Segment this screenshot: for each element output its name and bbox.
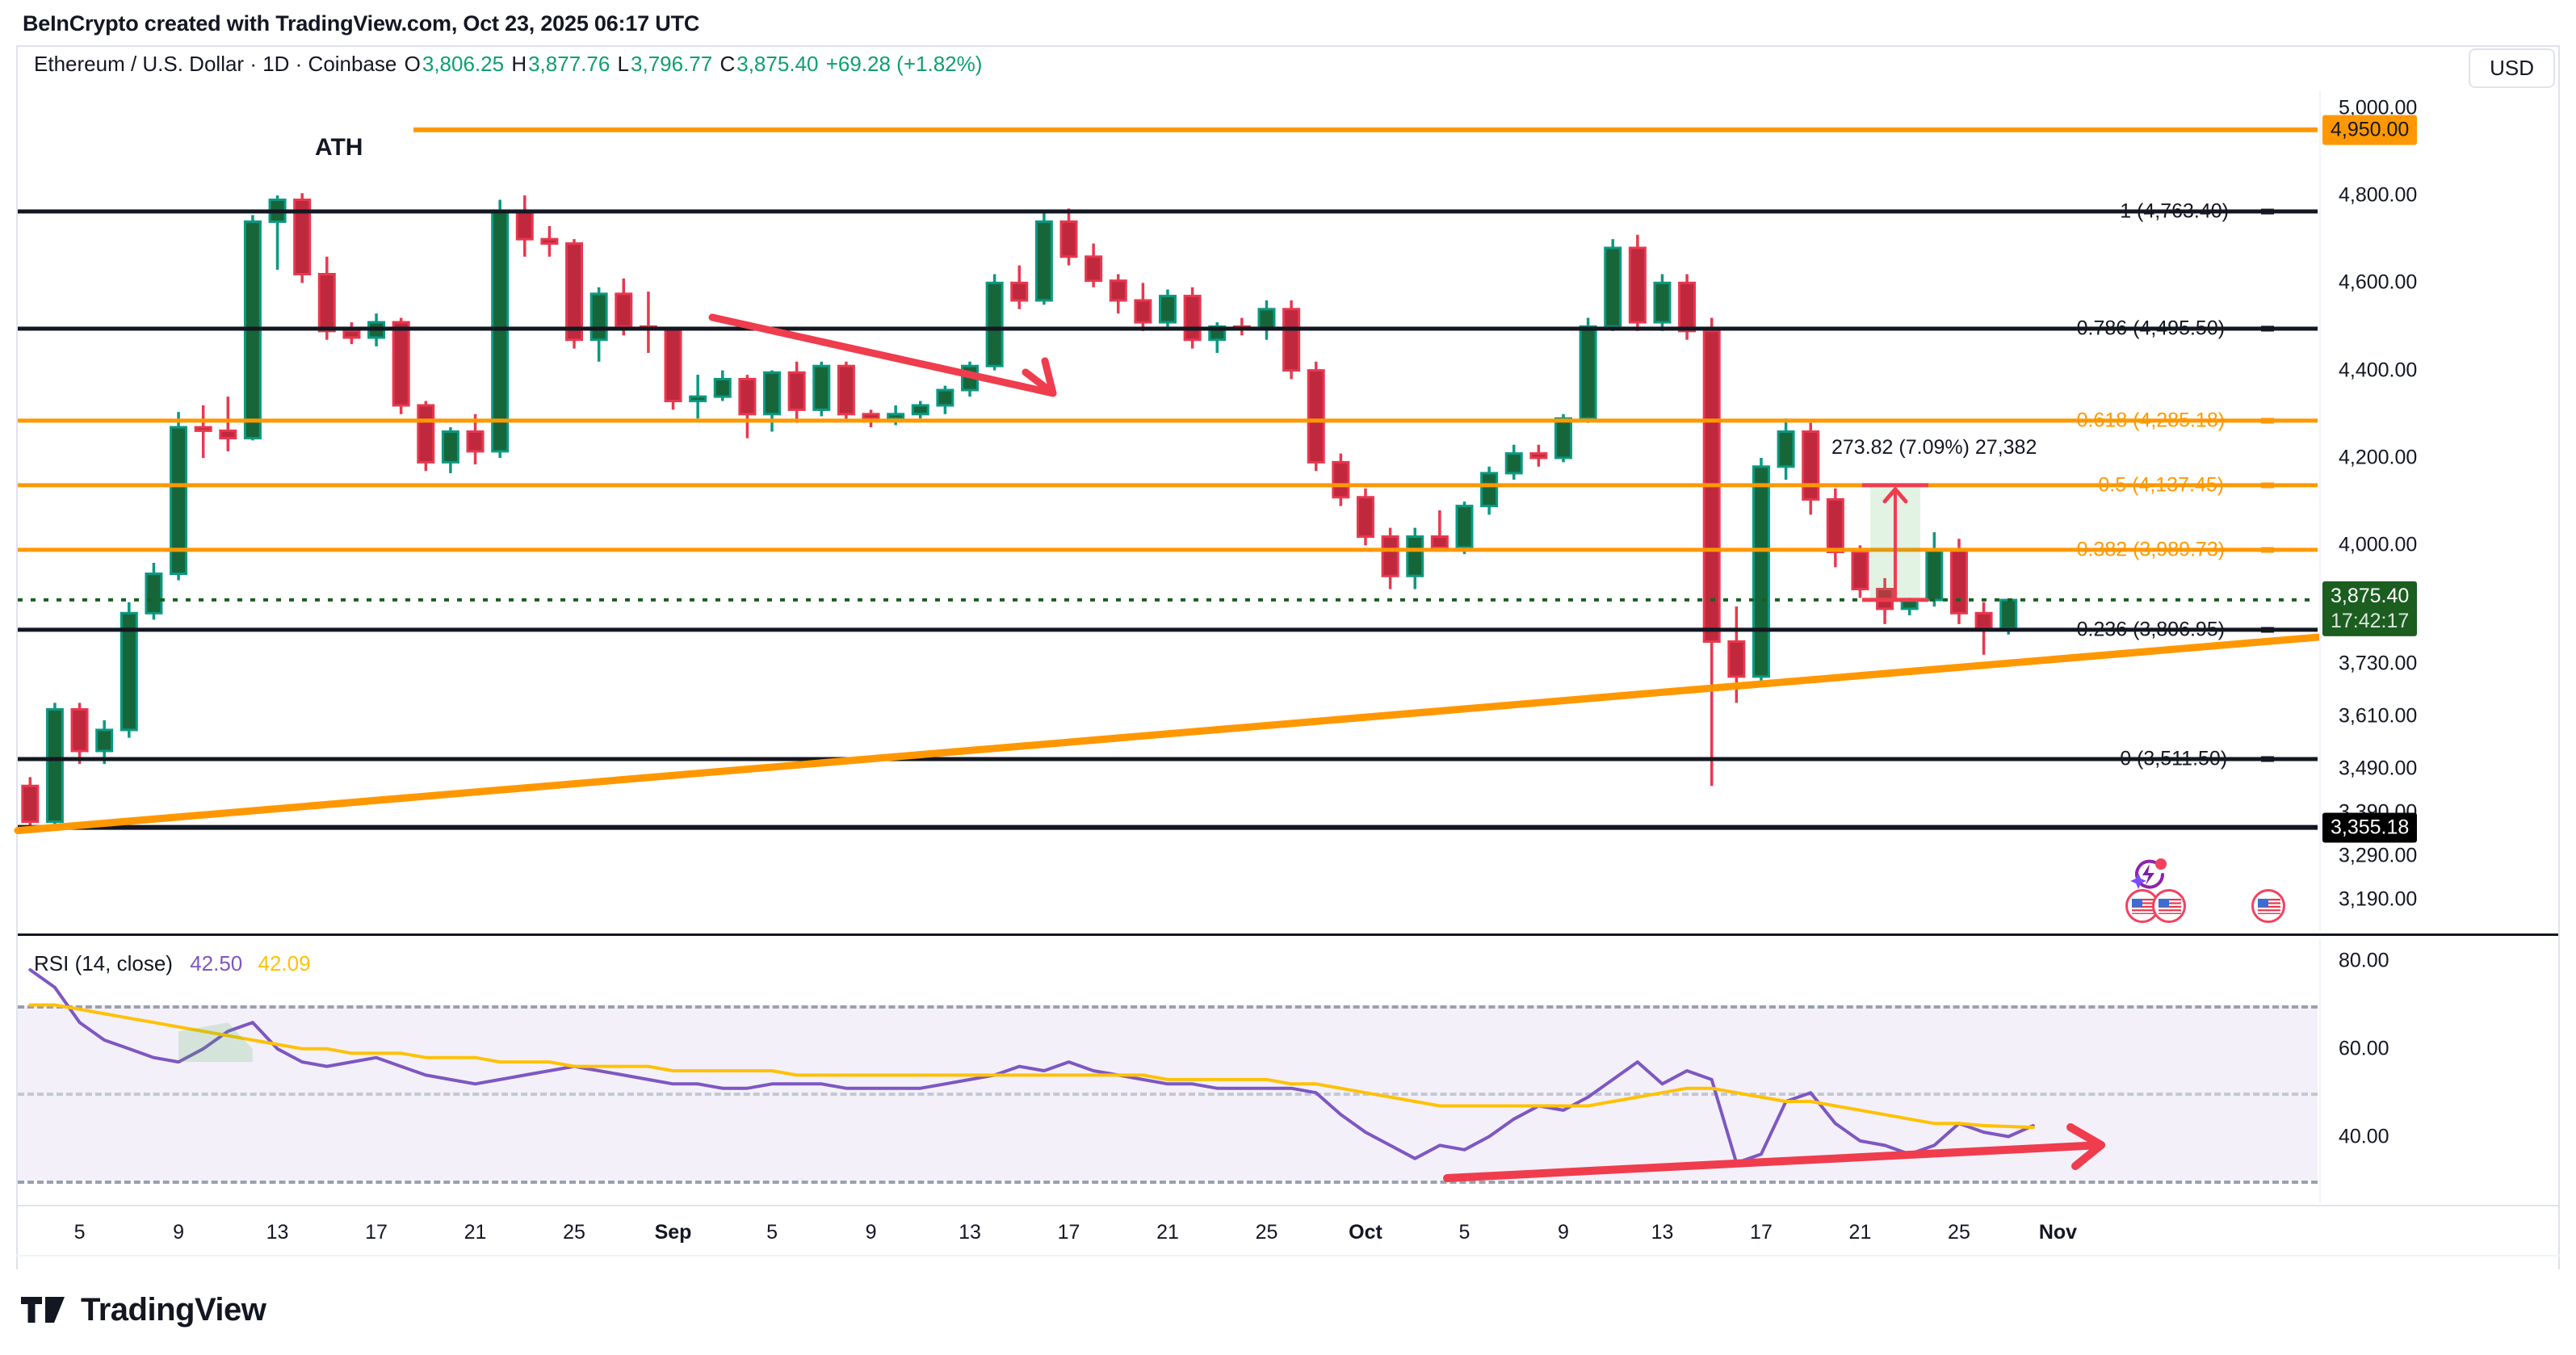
tradingview-wordmark: TradingView bbox=[81, 1292, 266, 1328]
time-tick: Nov bbox=[2038, 1221, 2078, 1244]
price-tick: 3,730.00 bbox=[2339, 652, 2418, 675]
fib-level-label: 0.786 (4,495.50) bbox=[2076, 317, 2226, 340]
time-tick: 9 bbox=[173, 1221, 184, 1244]
rsi-series bbox=[28, 968, 2105, 1182]
price-tick: 4,600.00 bbox=[2339, 271, 2418, 294]
fib-level-dash bbox=[2261, 208, 2274, 215]
tradingview-logo: TradingView bbox=[21, 1292, 266, 1328]
time-tick: Sep bbox=[654, 1221, 692, 1244]
us-flag-icon bbox=[2258, 899, 2280, 914]
fib-level-label: 0.5 (4,137.45) bbox=[2098, 473, 2225, 497]
event-marker-economic[interactable] bbox=[2125, 852, 2171, 897]
rsi-chart-pane[interactable] bbox=[18, 939, 2318, 1202]
time-tick: 25 bbox=[1255, 1221, 1278, 1244]
legend-low-label: L bbox=[617, 52, 630, 76]
chart-legend[interactable]: Ethereum / U.S. Dollar · 1D · Coinbase O… bbox=[34, 50, 984, 78]
time-tick: 17 bbox=[1057, 1221, 1080, 1244]
rsi-axis[interactable]: 80.00 60.00 40.00 bbox=[2319, 939, 2558, 1202]
time-tick: Oct bbox=[1349, 1221, 1382, 1244]
fib-level-label: 1 (4,763.40) bbox=[2120, 199, 2230, 223]
us-flag-badge-1[interactable] bbox=[2125, 889, 2159, 923]
fib-level-dash bbox=[2261, 417, 2274, 424]
price-tick: 4,400.00 bbox=[2339, 359, 2418, 382]
time-axis[interactable]: 5 9 13 17 21 25 Sep 5 9 13 17 21 25 Oct 5 9 13 17 21 25 Nov bbox=[16, 1205, 2560, 1256]
rsi-threshold-line bbox=[18, 1005, 2318, 1009]
lightning-sparkle-icon bbox=[2130, 858, 2167, 889]
rsi-legend-name: RSI (14, close) bbox=[34, 951, 173, 975]
rsi-threshold-line bbox=[18, 1180, 2318, 1184]
time-tick: 25 bbox=[563, 1221, 585, 1244]
legend-symbol: Ethereum / U.S. Dollar · 1D · Coinbase bbox=[34, 52, 397, 76]
rsi-threshold-line bbox=[18, 1093, 2318, 1097]
fib-level-label: 0.236 (3,806.95) bbox=[2076, 618, 2226, 641]
legend-high-label: H bbox=[511, 52, 527, 76]
us-flag-icon bbox=[2159, 899, 2181, 914]
ath-price-tag[interactable]: 4,950.00 bbox=[2322, 115, 2418, 145]
time-tick: 21 bbox=[1156, 1221, 1179, 1244]
legend-close-value: 3,875.40 bbox=[736, 52, 819, 76]
legend-low-value: 3,796.77 bbox=[631, 52, 713, 76]
time-tick: 5 bbox=[766, 1221, 778, 1244]
us-flag-icon bbox=[2132, 899, 2154, 914]
price-tick: 3,610.00 bbox=[2339, 704, 2418, 728]
fib-level-dash bbox=[2261, 547, 2274, 553]
legend-open-value: 3,806.25 bbox=[422, 52, 505, 76]
price-tick: 3,290.00 bbox=[2339, 844, 2418, 867]
currency-badge[interactable]: USD bbox=[2469, 48, 2555, 88]
rsi-value-ma: 42.09 bbox=[258, 951, 311, 975]
rsi-legend[interactable]: RSI (14, close) 42.50 42.09 bbox=[34, 951, 311, 976]
time-tick: 17 bbox=[365, 1221, 388, 1244]
time-tick: 21 bbox=[1848, 1221, 1872, 1244]
attribution-text: BeInCrypto created with TradingView.com,… bbox=[23, 11, 700, 36]
price-chart-pane[interactable] bbox=[18, 90, 2318, 930]
time-tick: 9 bbox=[865, 1221, 877, 1244]
time-tick: 17 bbox=[1750, 1221, 1773, 1244]
measurement-label: 273.82 (7.09%) 27,382 bbox=[1831, 435, 2037, 459]
price-tick: 3,190.00 bbox=[2339, 887, 2418, 911]
price-tick: 4,800.00 bbox=[2339, 183, 2418, 207]
price-tag-value: 3,875.40 bbox=[2331, 584, 2410, 607]
fib-level-dash bbox=[2261, 627, 2274, 633]
level-price-tag[interactable]: 3,355.18 bbox=[2322, 812, 2418, 843]
fib-level-label: 0.618 (4,285.18) bbox=[2076, 409, 2226, 432]
legend-close-label: C bbox=[720, 52, 736, 76]
candlestick-series bbox=[21, 193, 2018, 833]
time-tick: 9 bbox=[1558, 1221, 1569, 1244]
legend-open-label: O bbox=[404, 52, 421, 76]
fib-level-dash bbox=[2261, 756, 2274, 762]
price-tick: 4,200.00 bbox=[2339, 446, 2418, 469]
price-tick: 4,000.00 bbox=[2339, 533, 2418, 556]
time-tick: 25 bbox=[1948, 1221, 1970, 1244]
time-tick: 13 bbox=[266, 1221, 289, 1244]
ath-label: ATH bbox=[315, 134, 363, 161]
fib-level-label: 0.382 (3,989.73) bbox=[2076, 538, 2226, 561]
time-tick: 5 bbox=[1458, 1221, 1471, 1244]
us-flag-badge-3[interactable] bbox=[2251, 889, 2285, 923]
rsi-tick: 40.00 bbox=[2339, 1125, 2389, 1147]
legend-high-value: 3,877.76 bbox=[528, 52, 610, 76]
current-price-tag[interactable]: 3,875.40 17:42:17 bbox=[2322, 581, 2418, 636]
pane-separator bbox=[18, 933, 2558, 936]
time-tick: 13 bbox=[959, 1221, 981, 1244]
rsi-tick: 80.00 bbox=[2339, 949, 2389, 972]
price-tag-countdown: 17:42:17 bbox=[2331, 609, 2410, 632]
time-tick: 21 bbox=[464, 1221, 487, 1244]
price-tick: 3,490.00 bbox=[2339, 757, 2418, 780]
rsi-value-primary: 42.50 bbox=[190, 951, 243, 975]
time-tick: 13 bbox=[1651, 1221, 1674, 1244]
legend-change: +69.28 (+1.82%) bbox=[825, 52, 983, 76]
fib-level-dash bbox=[2261, 482, 2274, 489]
tradingview-mark-icon bbox=[21, 1296, 65, 1323]
rsi-tick: 60.00 bbox=[2339, 1037, 2389, 1060]
fib-level-label: 0 (3,511.50) bbox=[2120, 747, 2228, 770]
us-flag-badge-2[interactable] bbox=[2152, 889, 2186, 923]
time-tick: 5 bbox=[73, 1221, 86, 1244]
fib-level-dash bbox=[2261, 325, 2274, 332]
price-axis[interactable]: 5,000.00 4,800.00 4,600.00 4,400.00 4,200.00… bbox=[2319, 90, 2558, 930]
